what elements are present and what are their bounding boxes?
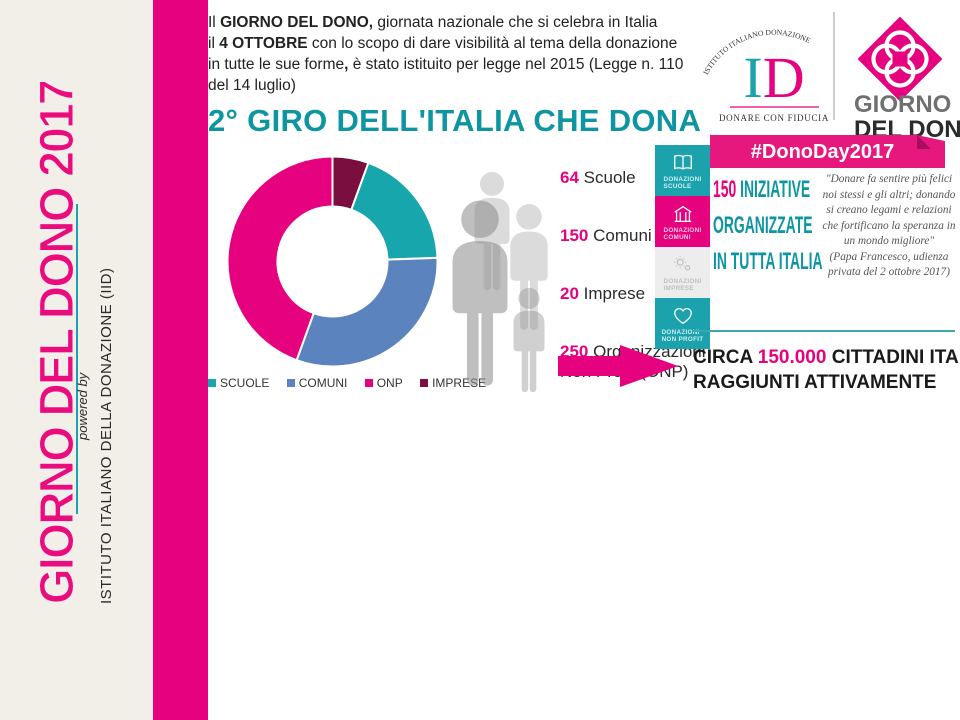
svg-text:ID: ID: [743, 45, 804, 110]
svg-text:DONARE CON FIDUCIA: DONARE CON FIDUCIA: [719, 113, 829, 123]
